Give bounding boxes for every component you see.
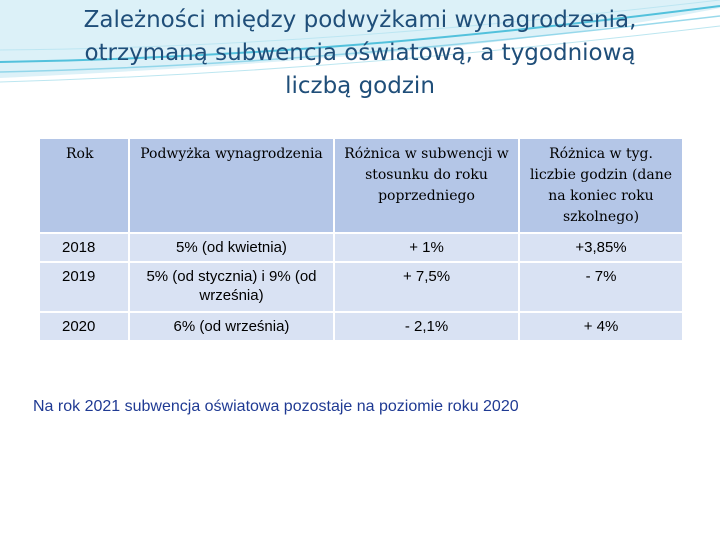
cell-subsidy-diff: + 7,5%	[333, 261, 520, 313]
footnote: Na rok 2021 subwencja oświatowa pozostaj…	[33, 398, 519, 415]
cell-hours-diff: + 4%	[518, 311, 684, 342]
table-header-row: Rok Podwyżka wynagrodzenia Różnica w sub…	[38, 137, 684, 234]
cell-raise: 6% (od września)	[128, 311, 335, 342]
table-row: 2019 5% (od stycznia) i 9% (od września)…	[38, 261, 684, 313]
title-line-3: liczbą godzin	[285, 73, 435, 99]
cell-hours-diff: +3,85%	[518, 232, 684, 263]
header-swoosh-decoration	[0, 0, 720, 83]
header-hours-diff: Różnica w tyg. liczbie godzin (dane na k…	[518, 137, 684, 234]
cell-subsidy-diff: - 2,1%	[333, 311, 520, 342]
table-row: 2020 6% (od września) - 2,1% + 4%	[38, 311, 684, 342]
data-table: Rok Podwyżka wynagrodzenia Różnica w sub…	[38, 137, 684, 342]
cell-subsidy-diff: + 1%	[333, 232, 520, 263]
title-line-2: otrzymaną subwencja oświatową, a tygodni…	[84, 40, 636, 66]
header-subsidy-diff: Różnica w subwencji w stosunku do roku p…	[333, 137, 520, 234]
cell-year: 2018	[38, 232, 130, 263]
cell-hours-diff: - 7%	[518, 261, 684, 313]
cell-raise: 5% (od stycznia) i 9% (od września)	[128, 261, 335, 313]
cell-year: 2020	[38, 311, 130, 342]
cell-year: 2019	[38, 261, 130, 313]
title-line-1: Zależności między podwyżkami wynagrodzen…	[83, 7, 637, 33]
cell-raise: 5% (od kwietnia)	[128, 232, 335, 263]
header-year: Rok	[38, 137, 130, 234]
header-raise: Podwyżka wynagrodzenia	[128, 137, 335, 234]
table-row: 2018 5% (od kwietnia) + 1% +3,85%	[38, 232, 684, 263]
slide-title: Zależności między podwyżkami wynagrodzen…	[20, 4, 700, 103]
